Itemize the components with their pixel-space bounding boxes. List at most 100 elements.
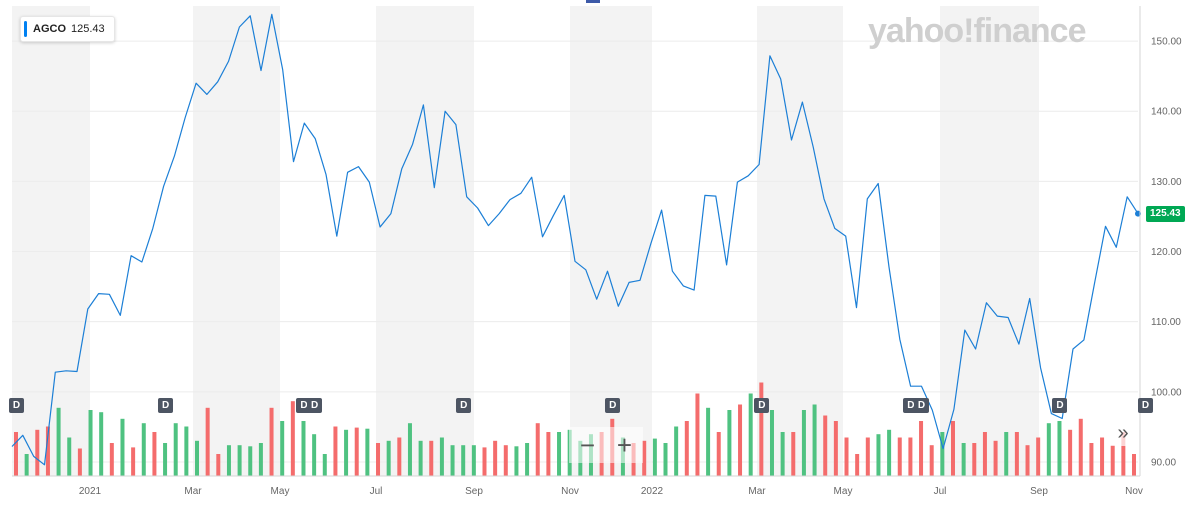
- volume-bar: [354, 427, 359, 476]
- dividend-badge[interactable]: D: [754, 398, 770, 413]
- volume-bar: [919, 421, 924, 476]
- minus-icon[interactable]: −: [579, 430, 596, 460]
- x-tick-label: Nov: [561, 486, 579, 497]
- month-band: [570, 6, 652, 476]
- volume-bar: [1089, 443, 1094, 476]
- volume-bar: [823, 415, 828, 476]
- volume-bar: [1004, 432, 1009, 476]
- x-tick-label: Nov: [1125, 486, 1143, 497]
- volume-bar: [14, 432, 18, 476]
- volume-bar: [131, 447, 136, 476]
- x-tick-label: Mar: [748, 486, 766, 497]
- volume-bar: [812, 404, 817, 476]
- volume-bar: [865, 437, 870, 476]
- series-color-swatch: [24, 21, 27, 37]
- volume-bar: [461, 445, 466, 476]
- volume-bar: [1036, 437, 1041, 476]
- ticker-legend[interactable]: AGCO 125.43: [20, 16, 115, 42]
- volume-bar: [322, 454, 327, 476]
- y-tick-label: 150.00: [1151, 37, 1182, 48]
- volume-bar: [163, 443, 168, 476]
- dividend-badge[interactable]: D: [1138, 398, 1153, 413]
- y-tick-label: 110.00: [1151, 317, 1181, 328]
- volume-bar: [1014, 432, 1019, 476]
- volume-bar: [897, 437, 902, 476]
- volume-bar: [961, 443, 966, 476]
- yahoo-finance-watermark: yahoo!finance: [868, 12, 1086, 50]
- volume-bar: [258, 443, 263, 476]
- ticker-symbol: AGCO: [33, 23, 66, 35]
- x-tick-label: Mar: [184, 486, 202, 497]
- plus-icon[interactable]: +: [616, 430, 633, 460]
- volume-bar: [929, 445, 934, 476]
- dividend-badge[interactable]: D: [158, 398, 174, 413]
- dividend-badge[interactable]: D: [456, 398, 472, 413]
- volume-bar: [950, 421, 955, 476]
- volume-bar: [684, 421, 689, 476]
- x-tick-label: May: [271, 486, 290, 497]
- volume-bar: [333, 426, 338, 476]
- volume-bar: [503, 445, 508, 476]
- volume-bar: [940, 432, 945, 476]
- volume-bar: [493, 440, 498, 476]
- volume-bar: [418, 440, 423, 476]
- x-tick-label: Jul: [370, 486, 383, 497]
- volume-bar: [344, 429, 349, 476]
- dividend-badge[interactable]: D: [1052, 398, 1068, 413]
- volume-bar: [1132, 454, 1136, 476]
- volume-bar: [184, 426, 189, 476]
- volume-bar: [77, 448, 82, 476]
- x-tick-label: May: [834, 486, 853, 497]
- volume-bar: [248, 446, 253, 476]
- volume-bar: [365, 428, 370, 476]
- volume-bar: [738, 404, 743, 476]
- month-band: [376, 6, 474, 476]
- volume-bar: [652, 438, 657, 476]
- volume-bar: [269, 407, 274, 476]
- volume-bar: [833, 421, 838, 476]
- volume-bar: [226, 445, 231, 476]
- volume-bar: [791, 432, 796, 476]
- volume-bar: [45, 426, 50, 476]
- volume-bar: [695, 393, 700, 476]
- volume-bar: [152, 432, 157, 476]
- volume-bar: [120, 418, 125, 476]
- y-tick-label: 90.00: [1151, 457, 1176, 468]
- volume-bar: [1078, 418, 1083, 476]
- volume-bar: [35, 429, 40, 476]
- volume-bar: [88, 410, 93, 476]
- volume-bar: [535, 423, 540, 476]
- volume-bar: [280, 421, 285, 476]
- volume-bar: [173, 423, 178, 476]
- dividend-badge[interactable]: D: [605, 398, 621, 413]
- volume-bar: [376, 443, 381, 476]
- dividend-badge[interactable]: D: [914, 398, 930, 413]
- volume-bar: [801, 410, 806, 476]
- volume-bar: [514, 446, 519, 476]
- volume-bar: [716, 432, 721, 476]
- volume-bar: [24, 454, 29, 476]
- volume-bar: [109, 443, 114, 476]
- volume-bar: [141, 423, 146, 476]
- volume-bar: [759, 382, 764, 476]
- volume-bar: [844, 437, 849, 476]
- x-tick-label: Jul: [934, 486, 947, 497]
- volume-bar: [99, 412, 104, 476]
- month-bands: [12, 6, 1039, 476]
- month-band: [940, 6, 1039, 476]
- dividend-badge[interactable]: D: [307, 398, 323, 413]
- double-chevron-right-icon[interactable]: »: [1110, 422, 1136, 446]
- volume-bar: [67, 437, 72, 476]
- dividend-badge[interactable]: D: [9, 398, 24, 413]
- volume-bar: [908, 437, 913, 476]
- volume-bar: [1057, 421, 1062, 476]
- volume-bars: [14, 382, 1136, 476]
- volume-bar: [727, 410, 732, 476]
- volume-bar: [237, 445, 242, 476]
- x-tick-label: 2022: [641, 486, 664, 497]
- volume-bar: [312, 434, 317, 476]
- grid-lines: [12, 40, 1138, 463]
- x-tick-label: Sep: [465, 486, 483, 497]
